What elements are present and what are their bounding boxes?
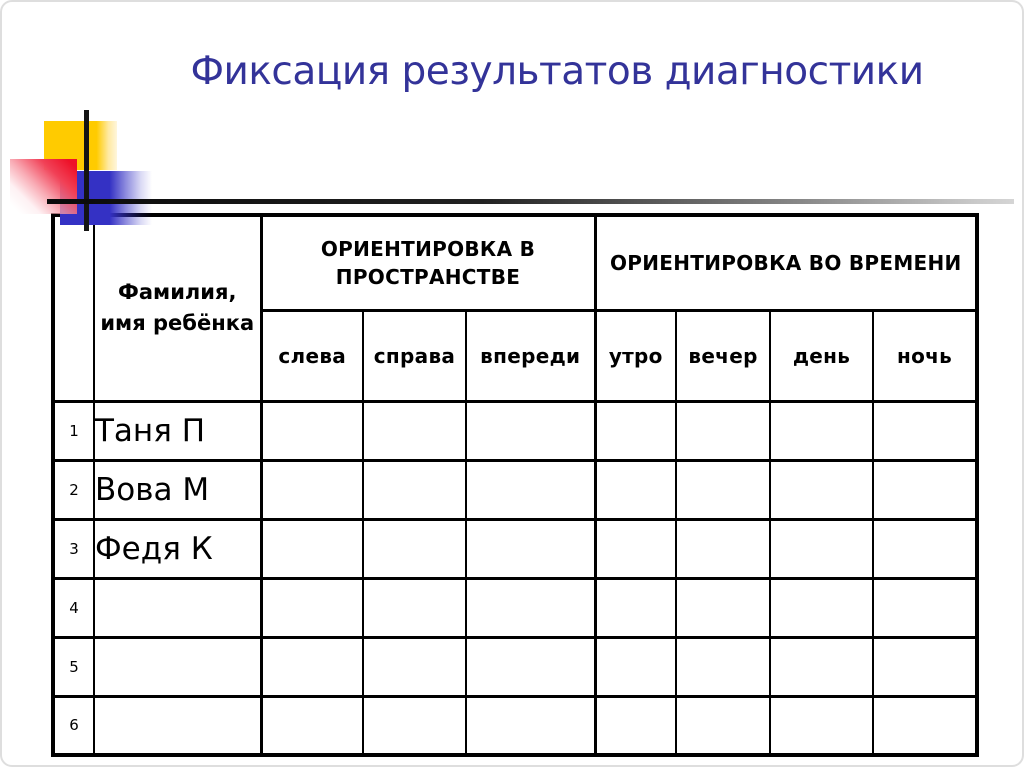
table-row: 3 Федя К [52,517,979,580]
result-cell [872,458,979,521]
row-number-column-header [52,213,95,403]
result-cell [362,399,467,462]
result-cell [362,635,467,698]
time-group-header: ОРИЕНТИРОВКА ВО ВРЕМЕНИ [594,213,979,312]
result-cell [260,694,364,757]
result-cell [260,517,364,580]
result-cell [260,576,364,639]
result-cell [464,458,597,521]
result-cell [362,576,467,639]
result-cell [675,517,772,580]
result-cell [872,517,979,580]
result-cell [675,399,772,462]
result-cell [769,635,875,698]
table-row: 2 Вова М [52,458,979,521]
result-cell [872,399,979,462]
result-cell [769,517,875,580]
result-cell [464,399,597,462]
name-column-header: Фамилия, имя ребёнка [93,213,263,403]
result-cell [769,576,875,639]
column-header-sleva: слева [260,308,364,403]
column-header-vperedi: впереди [464,308,597,403]
result-cell [594,635,678,698]
column-header-noch: ночь [872,308,979,403]
column-header-vecher: вечер [675,308,772,403]
row-number: 1 [52,399,95,462]
result-cell [260,399,364,462]
result-cell [464,694,597,757]
result-cell [464,576,597,639]
child-name-cell [93,576,263,639]
row-number: 4 [52,576,95,639]
child-name-cell: Таня П [93,399,263,462]
column-header-utro: утро [594,308,678,403]
decor-red-square [10,159,77,214]
result-cell [362,517,467,580]
table-row: 5 [52,635,979,698]
row-number: 3 [52,517,95,580]
result-cell [675,458,772,521]
page-title: Фиксация результатов диагностики [190,49,924,94]
result-cell [675,694,772,757]
row-number: 5 [52,635,95,698]
result-cell [464,517,597,580]
child-name-cell: Вова М [93,458,263,521]
table-row: 1 Таня П [52,399,979,462]
diagnostics-table: Фамилия, имя ребёнка ОРИЕНТИРОВКА В ПРОС… [51,213,980,757]
decor-horizontal-rule [47,199,1014,204]
result-cell [594,694,678,757]
table-row: 4 [52,576,979,639]
result-cell [594,399,678,462]
result-cell [675,635,772,698]
result-cell [594,458,678,521]
space-group-header: ОРИЕНТИРОВКА В ПРОСТРАНСТВЕ [259,213,597,312]
row-number: 2 [52,458,95,521]
child-name-cell [93,694,263,757]
result-cell [769,458,875,521]
result-cell [594,576,678,639]
child-name-cell: Федя К [93,517,263,580]
result-cell [260,458,364,521]
result-cell [769,399,875,462]
result-cell [872,694,979,757]
child-name-cell [93,635,263,698]
table-row: 6 [52,694,979,757]
column-header-den: день [769,308,875,403]
result-cell [675,576,772,639]
result-cell [464,635,597,698]
result-cell [872,635,979,698]
result-cell [362,694,467,757]
result-cell [769,694,875,757]
decor-yellow-square [44,121,117,170]
result-cell [594,517,678,580]
row-number: 6 [52,694,95,757]
result-cell [260,635,364,698]
result-cell [362,458,467,521]
result-cell [872,576,979,639]
column-header-sprava: справа [362,308,467,403]
